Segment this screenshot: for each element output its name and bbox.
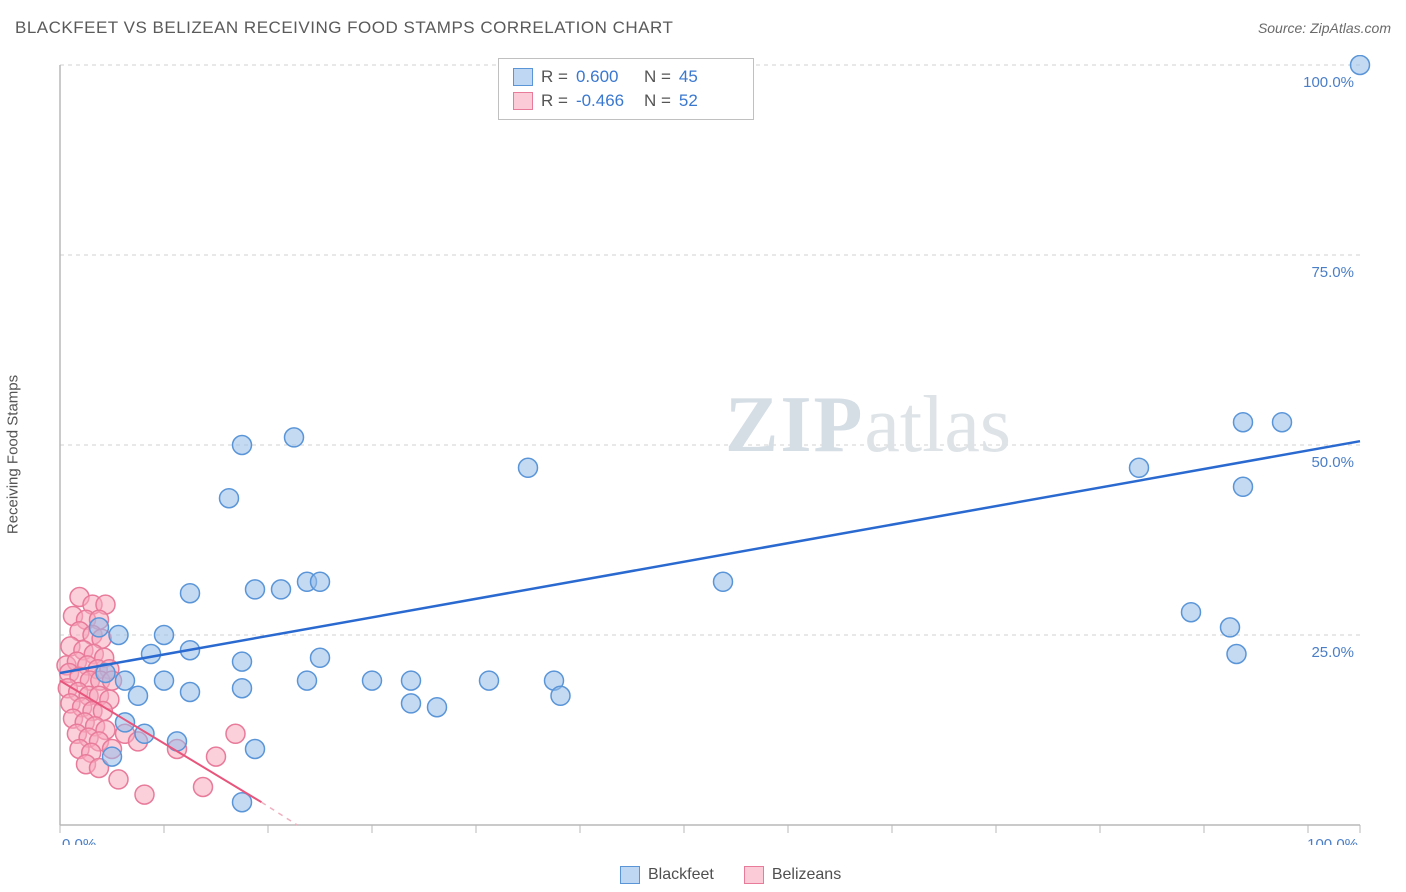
bottom-legend: Blackfeet Belizeans (620, 866, 841, 884)
source-credit: Source: ZipAtlas.com (1258, 20, 1391, 36)
legend-swatch-blackfeet-icon (620, 866, 640, 884)
stat-r-belizeans: -0.466 (576, 91, 636, 111)
stats-row-blackfeet: R = 0.600 N = 45 (513, 65, 739, 89)
svg-text:75.0%: 75.0% (1311, 264, 1354, 281)
legend-label-belizeans: Belizeans (772, 866, 841, 884)
stat-r-label-2: R = (541, 91, 568, 111)
chart-header: BLACKFEET VS BELIZEAN RECEIVING FOOD STA… (15, 18, 1391, 38)
svg-text:100.0%: 100.0% (1307, 836, 1358, 845)
source-name: ZipAtlas.com (1310, 20, 1391, 36)
swatch-belizeans-icon (513, 92, 533, 110)
swatch-blackfeet-icon (513, 68, 533, 86)
stats-row-belizeans: R = -0.466 N = 52 (513, 89, 739, 113)
stat-n-belizeans: 52 (679, 91, 739, 111)
stats-legend-box: R = 0.600 N = 45 R = -0.466 N = 52 (498, 58, 754, 120)
stat-r-label: R = (541, 67, 568, 87)
legend-label-blackfeet: Blackfeet (648, 866, 714, 884)
svg-text:0.0%: 0.0% (62, 836, 96, 845)
stat-n-label-2: N = (644, 91, 671, 111)
legend-swatch-belizeans-icon (744, 866, 764, 884)
legend-item-belizeans: Belizeans (744, 866, 841, 884)
svg-text:25.0%: 25.0% (1311, 644, 1354, 661)
chart-title: BLACKFEET VS BELIZEAN RECEIVING FOOD STA… (15, 18, 673, 38)
legend-item-blackfeet: Blackfeet (620, 866, 714, 884)
scatter-chart-svg: 25.0% 50.0% 75.0% 100.0% 0.0% 100.0% (50, 55, 1390, 845)
stat-n-blackfeet: 45 (679, 67, 739, 87)
svg-text:100.0%: 100.0% (1303, 74, 1354, 91)
stat-r-blackfeet: 0.600 (576, 67, 636, 87)
svg-text:50.0%: 50.0% (1311, 454, 1354, 471)
stat-n-label: N = (644, 67, 671, 87)
source-prefix: Source: (1258, 20, 1310, 36)
chart-plot-area: 25.0% 50.0% 75.0% 100.0% 0.0% 100.0% (50, 55, 1390, 845)
y-axis-label: Receiving Food Stamps (5, 375, 22, 534)
